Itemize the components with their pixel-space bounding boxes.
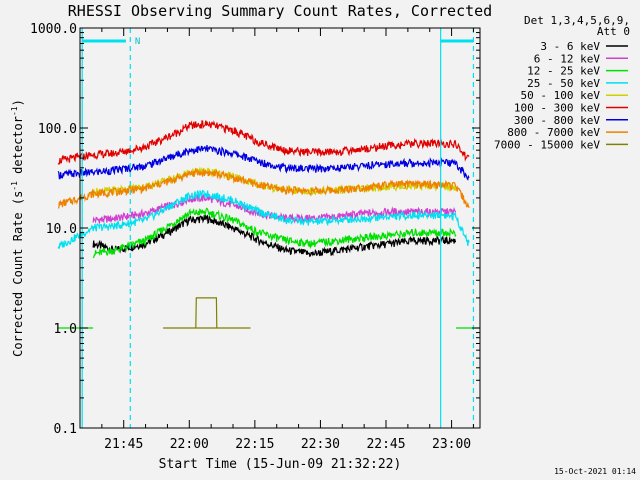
y-tick-label: 10.0 bbox=[46, 222, 77, 237]
x-axis-label: Start Time (15-Jun-09 21:32:22) bbox=[159, 457, 402, 472]
y-tick-label: 1.0 bbox=[54, 322, 77, 337]
y-tick-label: 1000.0 bbox=[30, 22, 77, 37]
legend-entry-100-300-kev: 100 - 300 keV bbox=[514, 102, 600, 115]
plot-series bbox=[57, 120, 480, 329]
series-line-3-6-kev bbox=[92, 214, 456, 258]
series-line-800-7000-kev bbox=[58, 167, 470, 209]
x-tick-label: 21:45 bbox=[104, 437, 143, 452]
x-tick-label: 22:30 bbox=[301, 437, 340, 452]
y-tick-label: 0.1 bbox=[54, 422, 77, 437]
legend-entry-800-7000-kev: 800 - 7000 keV bbox=[507, 126, 600, 139]
legend-entry-7000-15000-kev: 7000 - 15000 keV bbox=[494, 138, 600, 151]
chart-title: RHESSI Observing Summary Count Rates, Co… bbox=[68, 2, 492, 20]
y-axis-label-main: Corrected Count Rate (s bbox=[11, 191, 25, 357]
y-tick-label: 100.0 bbox=[38, 122, 77, 137]
legend-entry-300-800-kev: 300 - 800 keV bbox=[514, 114, 600, 127]
y-axis-label-end: ) bbox=[11, 99, 25, 106]
night-marker-label: N bbox=[135, 37, 140, 47]
series-line-12-25-kev bbox=[92, 207, 457, 259]
x-tick-label: 22:15 bbox=[235, 437, 274, 452]
series-line-300-800-kev bbox=[57, 145, 470, 181]
legend-entry-50-100-kev: 50 - 100 keV bbox=[521, 89, 601, 102]
x-tick-label: 22:00 bbox=[170, 437, 209, 452]
legend-entry-25-50-kev: 25 - 50 keV bbox=[527, 77, 600, 90]
legend-entry-6-12-kev: 6 - 12 keV bbox=[534, 52, 601, 65]
series-line-7000-15000-kev bbox=[195, 297, 218, 329]
y-axis-label-sup2: -1 bbox=[10, 106, 19, 116]
series-line-100-300-kev bbox=[57, 120, 470, 165]
x-tick-label: 22:45 bbox=[366, 437, 405, 452]
axes: 21:45 22:00 22:15 22:30 22:45 23:00 0.1 1.0 10.0… bbox=[30, 22, 480, 452]
legend-entry-3-6-kev: 3 - 6 keV bbox=[540, 40, 600, 53]
x-tick-label: 23:00 bbox=[432, 437, 471, 452]
y-axis-label-mid: detector bbox=[11, 116, 25, 181]
legend-entry-12-25-kev: 12 - 25 keV bbox=[527, 65, 600, 78]
timestamp: 15-Oct-2021 01:14 bbox=[554, 467, 636, 476]
y-axis-label-sup1: -1 bbox=[10, 181, 19, 191]
legend-header: Att 0 bbox=[597, 25, 630, 38]
legend-header: Det 1,3,4,5,6,9, bbox=[524, 14, 630, 27]
y-axis-label: Corrected Count Rate (s-1 detector-1) bbox=[10, 99, 25, 357]
series-line-25-50-kev bbox=[57, 189, 470, 250]
